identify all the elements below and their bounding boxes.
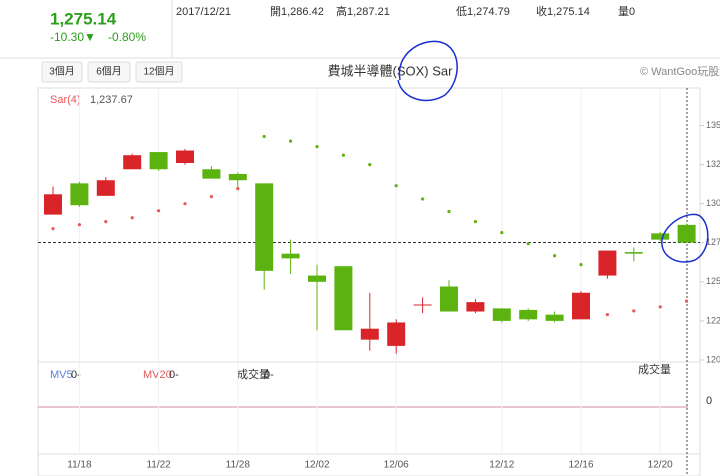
candle-body	[176, 150, 194, 164]
sar-dot	[579, 263, 583, 267]
sar-dot	[685, 299, 689, 303]
header-field: 量0	[618, 5, 635, 18]
candle-body	[545, 314, 564, 321]
header-field: 低1,274.79	[456, 5, 510, 18]
sar-dot	[368, 162, 372, 167]
y-tick-label: 1300	[706, 198, 720, 208]
y-tick-label: 1325	[706, 159, 720, 169]
candle-body	[228, 173, 247, 181]
sar-dot	[157, 209, 161, 213]
sar-dot	[447, 209, 451, 214]
x-tick-label: 12/16	[568, 460, 593, 471]
x-tick-label: 12/06	[384, 460, 409, 471]
candle-body	[651, 233, 670, 240]
sar-current: 1,237.67	[90, 94, 133, 106]
x-tick-label: 11/22	[146, 460, 171, 471]
candle-body	[466, 302, 485, 312]
annotation-circle	[661, 213, 709, 263]
price: 1,275.14	[50, 9, 117, 28]
sar-dot	[658, 305, 662, 309]
range-button-label[interactable]: 6個月	[96, 65, 122, 78]
volume-tick-label: 0	[706, 395, 712, 407]
candle-body	[281, 253, 300, 259]
sar-dot	[632, 309, 636, 313]
sar-dot	[104, 220, 108, 224]
x-tick-label: 12/02	[304, 460, 329, 471]
candle-body	[334, 266, 353, 331]
sar-dot	[341, 153, 345, 157]
header-field: 收1,275.14	[536, 4, 590, 18]
chart-title: 費城半導體(SOX) Sar	[328, 63, 454, 78]
y-tick-label: 1350	[706, 120, 720, 130]
candle-body	[624, 252, 643, 254]
x-tick-label: 11/28	[226, 460, 251, 471]
sar-dot	[236, 187, 240, 191]
sar-dot	[289, 139, 293, 143]
sar-dot	[394, 184, 398, 188]
copyright: © WantGoo玩股網	[640, 64, 720, 78]
candle-body	[677, 224, 696, 243]
x-tick-label: 12/12	[489, 460, 514, 471]
range-button-label[interactable]: 12個月	[143, 65, 174, 78]
y-tick-label: 1200	[706, 354, 720, 364]
candle-body	[255, 183, 274, 271]
change: -10.30▼	[50, 30, 96, 44]
sar-dot	[209, 195, 213, 199]
sar-dot	[262, 134, 266, 139]
header-field: 高1,287.21	[336, 4, 390, 18]
candle-body	[572, 292, 590, 320]
volume-right-title: 成交量	[638, 362, 671, 376]
candle-body	[96, 180, 115, 196]
sar-dot	[553, 254, 557, 258]
sar-dot	[315, 145, 319, 149]
y-tick-label: 1250	[706, 276, 720, 286]
sar-dot	[130, 216, 134, 220]
sar-dot	[51, 227, 55, 231]
candle-body	[44, 194, 62, 215]
candle-body	[413, 304, 432, 306]
sar-dot	[473, 220, 477, 224]
volume-value: 0-	[264, 369, 274, 381]
header-field: 2017/12/21	[176, 6, 231, 18]
candle-body	[202, 169, 221, 179]
sar-dot	[421, 197, 425, 201]
candle-body	[519, 309, 538, 320]
annotation-circle	[397, 40, 458, 102]
candle-body	[70, 183, 89, 206]
x-tick-label: 11/18	[67, 460, 92, 471]
sar-dot	[500, 230, 504, 235]
sar-dot	[526, 242, 530, 246]
change-pct: -0.80%	[108, 30, 146, 44]
candle-body	[308, 275, 326, 282]
range-button[interactable]	[87, 61, 131, 83]
range-button[interactable]	[41, 61, 83, 83]
candle-body	[440, 286, 458, 312]
candle-body	[123, 155, 142, 170]
y-tick-label: 1225	[706, 315, 720, 325]
volume-title: 成交量	[237, 367, 270, 381]
x-tick-label: 12/20	[648, 460, 673, 471]
header-field: 開1,286.42	[270, 5, 324, 18]
candle-body	[387, 322, 406, 346]
mv5-name: MV5	[50, 369, 73, 381]
candle-body	[492, 308, 511, 321]
range-button[interactable]	[135, 61, 183, 83]
candle-body	[598, 250, 617, 276]
range-button-label[interactable]: 3個月	[49, 65, 75, 78]
mv20-value: 0-	[169, 369, 179, 381]
mv5-value: 0-	[71, 369, 81, 381]
sar-dot	[183, 202, 187, 206]
y-tick-label: 1275	[706, 237, 720, 247]
candle-body	[149, 152, 168, 170]
sar-dot	[605, 313, 610, 317]
sar-dot	[77, 223, 81, 227]
mv20-name: MV20	[143, 369, 172, 381]
candle-body	[360, 328, 379, 340]
sar-name: Sar(4)	[50, 94, 81, 106]
